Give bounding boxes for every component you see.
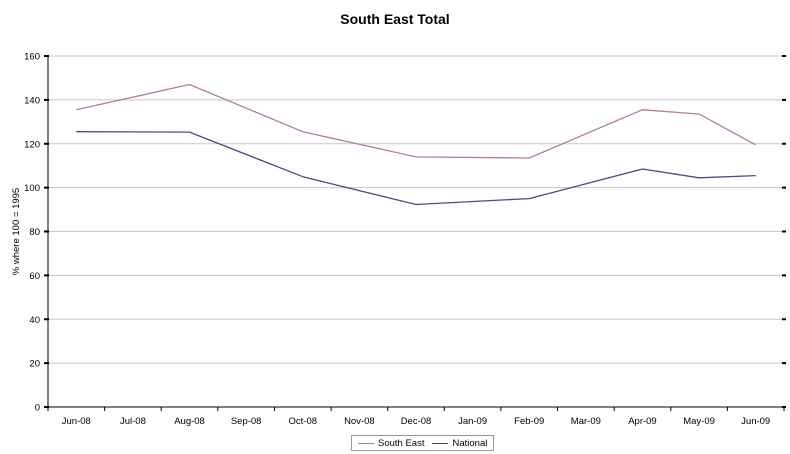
x-tick-label: Aug-08 bbox=[174, 416, 205, 427]
x-tick-label: Nov-08 bbox=[344, 416, 375, 427]
series-lines bbox=[76, 83, 757, 206]
y-tick-label: 100 bbox=[24, 183, 40, 194]
x-tick-label: Jun-09 bbox=[741, 416, 770, 427]
x-tick-label: Sep-08 bbox=[231, 416, 262, 427]
legend-label: National bbox=[452, 437, 488, 449]
x-tick-label: Feb-09 bbox=[514, 416, 544, 427]
legend-swatch bbox=[432, 442, 449, 444]
legend-item: National bbox=[432, 438, 487, 449]
x-tick-label: Apr-09 bbox=[628, 416, 657, 427]
x-tick-label: Jul-08 bbox=[120, 416, 146, 427]
x-tick-label: Dec-08 bbox=[401, 416, 432, 427]
y-tick-label: 140 bbox=[24, 95, 40, 106]
chart-title: South East Total bbox=[340, 11, 450, 27]
series-line-national bbox=[76, 131, 756, 206]
y-tick-label: 40 bbox=[29, 315, 40, 326]
y-tick-label: 120 bbox=[24, 139, 40, 150]
x-tick-label: Oct-08 bbox=[289, 416, 318, 427]
axes bbox=[44, 55, 786, 411]
series-line-south-east bbox=[76, 83, 757, 159]
x-tick-label: May-09 bbox=[683, 416, 715, 427]
y-tick-label: 60 bbox=[29, 271, 40, 282]
y-axis-title: % where 100 = 1995 bbox=[11, 188, 22, 275]
gridlines bbox=[48, 55, 784, 364]
y-tick-label: 80 bbox=[29, 227, 40, 238]
legend-label: South East bbox=[378, 437, 425, 449]
legend-item: South East bbox=[358, 438, 424, 449]
tick-labels: 0 20 40 60 80 100 120 140 160 Jun-08 Jul-08 Aug-08 S… bbox=[11, 52, 770, 428]
x-tick-label: Mar-09 bbox=[571, 416, 601, 427]
legend: South East National bbox=[351, 435, 495, 451]
x-tick-label: Jun-08 bbox=[62, 416, 91, 427]
y-tick-label: 0 bbox=[35, 403, 40, 414]
y-tick-label: 20 bbox=[29, 359, 40, 370]
legend-swatch bbox=[358, 442, 374, 444]
y-tick-label: 160 bbox=[24, 52, 40, 63]
x-tick-label: Jan-09 bbox=[458, 416, 487, 427]
